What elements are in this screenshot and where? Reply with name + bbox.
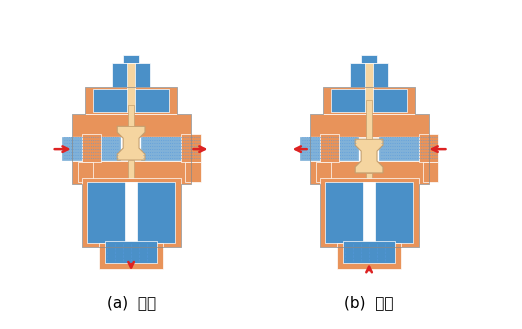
Bar (105, 243, 157, 263)
Bar (88, 182, 175, 243)
Bar (419, 134, 438, 162)
Bar (125, 182, 137, 243)
Bar (379, 137, 438, 161)
Bar (127, 63, 135, 113)
Bar (350, 63, 388, 95)
Bar (62, 137, 121, 161)
Bar (361, 55, 377, 63)
Bar (88, 182, 175, 243)
Bar (423, 162, 438, 182)
Bar (72, 114, 191, 184)
Bar (300, 137, 359, 161)
Polygon shape (117, 126, 145, 160)
Bar (366, 100, 372, 139)
Bar (112, 63, 150, 95)
Bar (319, 178, 419, 247)
Bar (128, 160, 134, 243)
Text: (b)  合流: (b) 合流 (345, 295, 394, 310)
Bar (319, 134, 339, 162)
Bar (343, 243, 395, 263)
Bar (123, 55, 139, 63)
Bar (81, 178, 181, 247)
Bar (366, 173, 372, 243)
Bar (310, 114, 429, 184)
Bar (300, 137, 438, 161)
Bar (78, 162, 93, 182)
Bar (141, 137, 200, 161)
Bar (325, 182, 413, 243)
Text: (a)  分流: (a) 分流 (106, 295, 156, 310)
Polygon shape (355, 139, 383, 173)
Bar (331, 89, 407, 113)
Bar (363, 182, 375, 243)
Bar (86, 87, 177, 114)
Bar (325, 182, 413, 243)
Bar (365, 63, 373, 113)
Bar (324, 87, 414, 114)
Bar (99, 243, 163, 269)
Bar (181, 134, 200, 162)
Bar (337, 243, 401, 269)
Bar (81, 134, 101, 162)
Bar (315, 162, 331, 182)
Bar (128, 105, 134, 126)
Bar (62, 137, 200, 161)
Bar (105, 241, 157, 263)
Bar (93, 89, 169, 113)
Bar (343, 241, 395, 263)
Bar (185, 162, 200, 182)
